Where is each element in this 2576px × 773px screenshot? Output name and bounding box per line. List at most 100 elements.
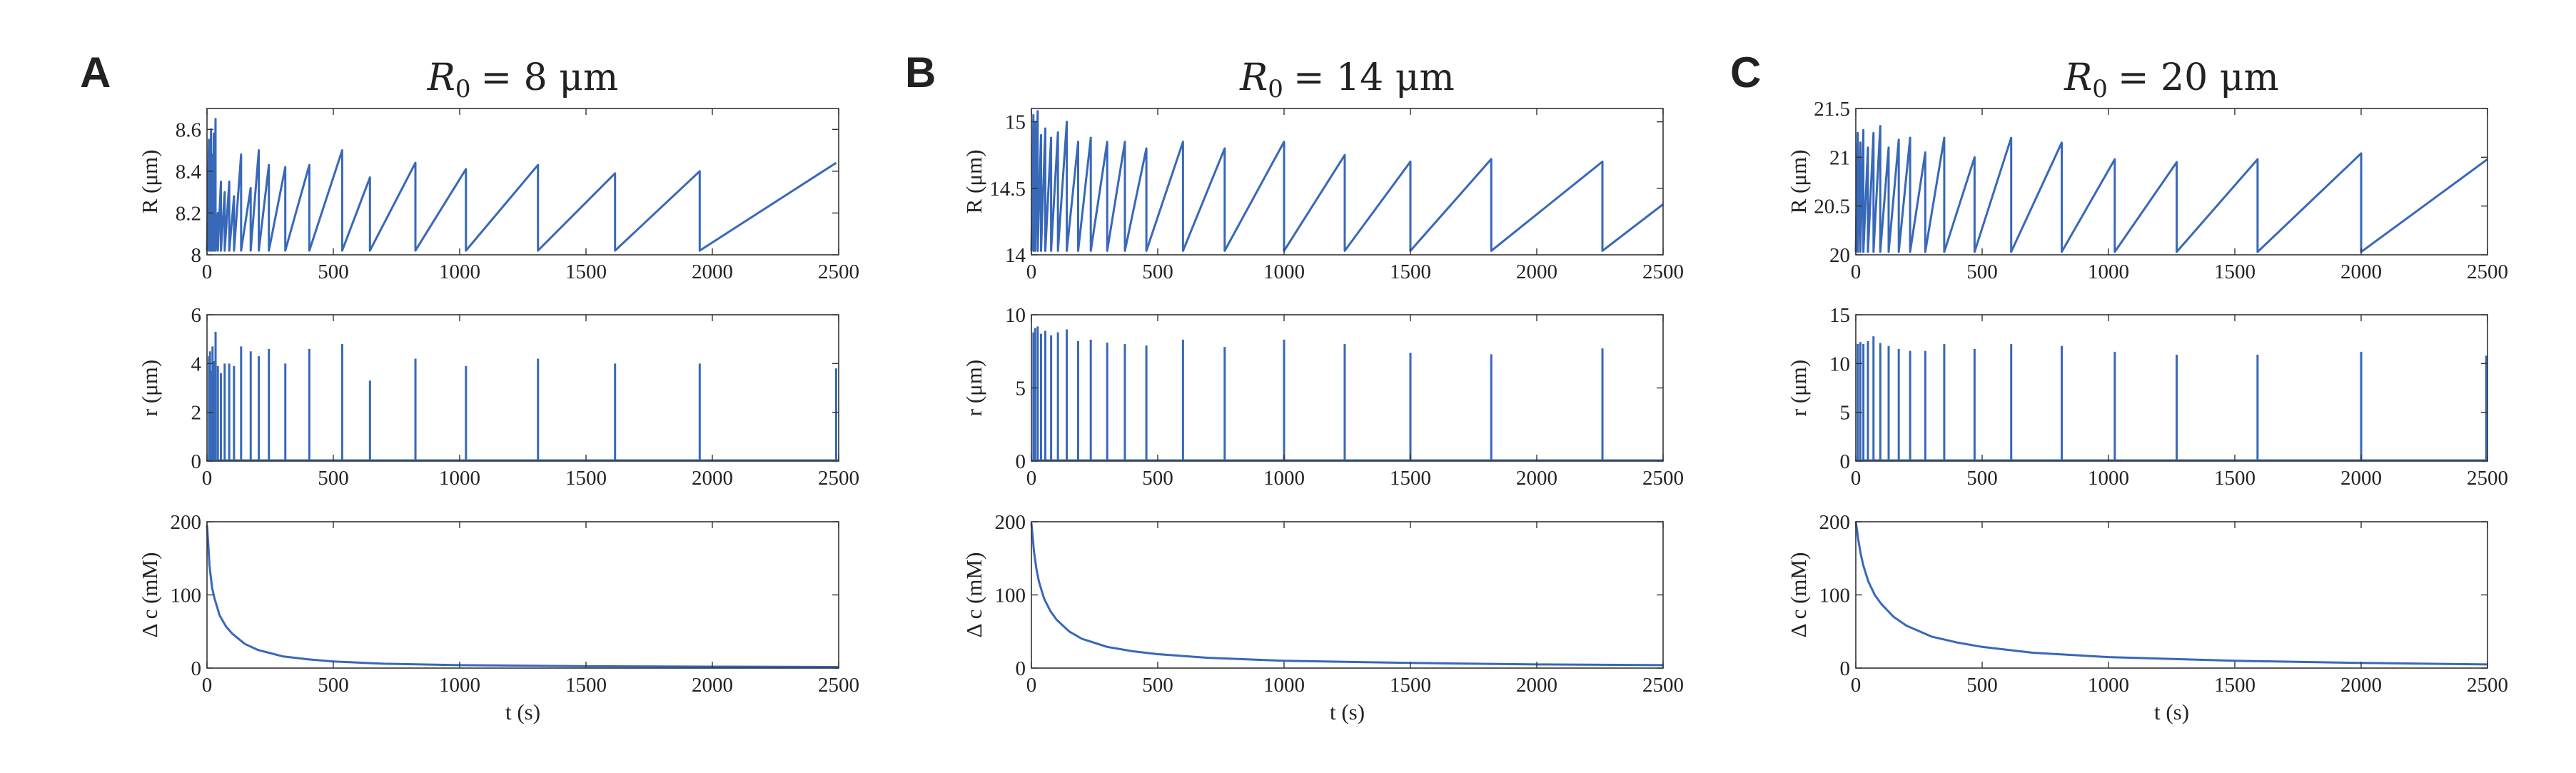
x-tick-label: 0 <box>1026 261 1037 283</box>
x-tick-label: 1000 <box>2088 674 2129 697</box>
title-value: = 8 μm <box>480 56 618 99</box>
axes-box <box>206 521 839 669</box>
x-tick-label: 2500 <box>1642 261 1684 283</box>
y-tick-label: 6 <box>191 304 202 327</box>
x-tick-label: 2000 <box>2340 467 2382 490</box>
title-variable: R <box>427 56 455 99</box>
y-tick-label: 15 <box>1829 304 1850 327</box>
y-tick-label: 0 <box>191 450 202 473</box>
y-axis-label: r (μm) <box>961 360 986 416</box>
x-tick-label: 2500 <box>818 674 859 697</box>
y-tick-label: 8.6 <box>176 118 201 141</box>
y-axis-label: r (μm) <box>1786 360 1811 416</box>
x-tick-label: 0 <box>202 674 213 697</box>
subplot-2: 0 500 1000 1500 2000 2500 0 5 10 r (μm) <box>961 304 1684 490</box>
y-tick-label: 21.5 <box>1814 98 1850 121</box>
panel-a: A R0 = 8 μm0 500 1000 1500 2000 250088.28.48.6R… <box>80 49 859 724</box>
x-tick-label: 1000 <box>1263 674 1305 697</box>
y-tick-label: 100 <box>995 585 1026 607</box>
y-tick-label: 0 <box>1840 450 1851 473</box>
y-tick-label: 21 <box>1829 146 1850 169</box>
x-tick-label: 2500 <box>1642 467 1684 490</box>
x-tick-label: 2000 <box>692 261 733 283</box>
x-axis-label: t (s) <box>505 699 540 724</box>
y-tick-label: 5 <box>1840 402 1851 425</box>
series-line <box>1854 125 2488 253</box>
x-tick-label: 1500 <box>2214 674 2256 697</box>
subplot-3: 0 500 1000 1500 2000 2500 0 100 200 Δ c (mM) t (s) <box>1786 511 2508 724</box>
subplot-2: 0 500 1000 1500 2000 2500 0 2 4 6 r (μm) <box>137 304 859 490</box>
series-line <box>1030 110 1664 252</box>
x-tick-label: 2500 <box>2467 674 2508 697</box>
x-tick-label: 1500 <box>2214 467 2256 490</box>
x-tick-label: 2500 <box>2467 261 2508 283</box>
series-line <box>1854 521 2488 666</box>
x-tick-label: 500 <box>1966 261 1998 283</box>
subplot-1: 0 500 1000 1500 2000 2500 8 8.2 8.4 8.6 R (μm) <box>137 108 859 283</box>
y-tick-label: 5 <box>1016 378 1026 400</box>
x-tick-label: 500 <box>318 674 349 697</box>
x-tick-label: 0 <box>1026 674 1037 697</box>
y-tick-label: 8.4 <box>176 161 202 183</box>
y-tick-label: 200 <box>171 511 202 534</box>
x-tick-label: 2500 <box>818 467 859 490</box>
y-tick-label: 14.5 <box>989 178 1026 201</box>
title-subscript: 0 <box>2092 75 2108 103</box>
y-tick-label: 0 <box>191 657 202 680</box>
x-tick-label: 2000 <box>1516 261 1557 283</box>
panel-letter: A <box>80 49 111 96</box>
y-tick-label: 0 <box>1016 657 1026 680</box>
x-tick-label: 0 <box>202 467 213 490</box>
y-axis-label: R (μm) <box>961 150 986 214</box>
subplot-2: 0 500 1000 1500 2000 2500 0 5 10 15 r (μm) <box>1786 304 2508 490</box>
panel-letter: B <box>905 49 936 96</box>
x-tick-label: 2500 <box>1642 674 1684 697</box>
x-tick-label: 0 <box>1851 467 1862 490</box>
x-tick-label: 500 <box>1142 467 1173 490</box>
x-tick-label: 1500 <box>565 674 607 697</box>
axes-box <box>1855 521 2488 669</box>
y-tick-label: 20 <box>1829 244 1850 267</box>
panel-title: R0 = 20 μm <box>2064 56 2279 103</box>
x-tick-label: 2000 <box>692 467 733 490</box>
panel-b: B R0 = 14 μm0 500 1000 1500 2000 25001414.515R … <box>905 49 1684 724</box>
axes-box <box>206 314 839 462</box>
subplot-3: 0 500 1000 1500 2000 2500 0 100 200 Δ c (mM) t (s) <box>137 511 859 724</box>
x-tick-label: 500 <box>1966 674 1998 697</box>
x-tick-label: 0 <box>202 261 213 283</box>
x-tick-label: 1000 <box>439 467 480 490</box>
y-tick-label: 4 <box>191 353 202 375</box>
x-tick-label: 1500 <box>565 467 607 490</box>
panel-c: C R0 = 20 μm0 500 1000 1500 2000 25002020.52121… <box>1730 49 2508 724</box>
series-line <box>206 525 839 668</box>
x-tick-label: 0 <box>1851 674 1862 697</box>
title-subscript: 0 <box>1268 75 1283 103</box>
x-tick-label: 2000 <box>1516 674 1557 697</box>
subplot-3: 0 500 1000 1500 2000 2500 0 100 200 Δ c (mM) t (s) <box>961 511 1684 724</box>
y-tick-label: 100 <box>1819 585 1851 607</box>
x-tick-label: 1500 <box>1390 674 1431 697</box>
x-tick-label: 1000 <box>2088 467 2129 490</box>
x-tick-label: 1000 <box>2088 261 2129 283</box>
x-tick-label: 500 <box>1142 261 1173 283</box>
y-axis-label: r (μm) <box>137 360 162 416</box>
y-tick-label: 100 <box>171 585 202 607</box>
axes-box <box>1855 314 2488 462</box>
x-tick-label: 1000 <box>1263 467 1305 490</box>
y-tick-label: 14 <box>1005 244 1026 267</box>
x-tick-label: 0 <box>1026 467 1037 490</box>
axes-box <box>1031 521 1664 669</box>
y-tick-label: 10 <box>1005 304 1026 327</box>
subplot-1: 0 500 1000 1500 2000 2500 20 20.5 21 21.5 R (μm) <box>1786 98 2508 283</box>
y-tick-label: 200 <box>1819 511 1851 534</box>
x-tick-label: 1500 <box>565 261 607 283</box>
axes-box <box>1031 314 1664 462</box>
y-axis-label: Δ c (mM) <box>961 552 986 638</box>
x-axis-label: t (s) <box>2154 699 2189 724</box>
x-tick-label: 1000 <box>439 261 480 283</box>
x-tick-label: 500 <box>318 261 349 283</box>
x-tick-label: 500 <box>1142 674 1173 697</box>
x-tick-label: 1000 <box>439 674 480 697</box>
